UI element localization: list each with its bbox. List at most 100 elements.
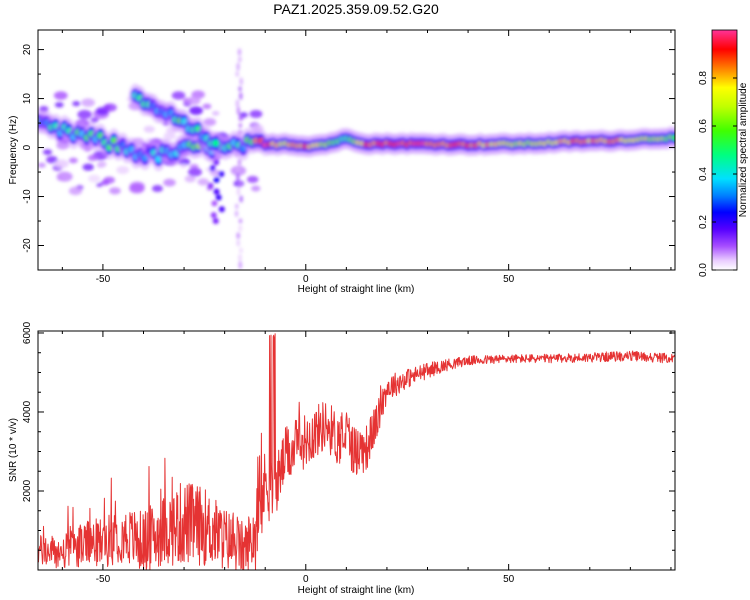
- spectrogram-speckle: [72, 101, 81, 107]
- spectrogram-tail: [207, 182, 214, 189]
- spectrogram-streak: [238, 260, 243, 270]
- x-tick-label: 50: [503, 574, 515, 585]
- spectrogram-speckle: [246, 175, 259, 184]
- spectrogram-speckle: [42, 149, 53, 156]
- y-tick-label: 10: [22, 93, 33, 105]
- spectrogram-speckle: [54, 159, 69, 169]
- spectrogram-streak: [236, 187, 241, 196]
- spectrogram-streak: [236, 106, 241, 116]
- spectrogram-streak: [238, 92, 243, 100]
- colorbar-tick-label: 0.4: [698, 167, 709, 181]
- y-tick-label: 2000: [22, 479, 33, 502]
- spectrogram-speckle: [189, 106, 203, 115]
- spectrogram-tail: [215, 194, 222, 201]
- spectrogram-frame: [37, 29, 676, 271]
- colorbar-ticks: 0.0 0.2 0.4 0.6 0.8: [698, 71, 737, 277]
- y-tick-label: -10: [22, 189, 33, 204]
- spectrogram-panel: -50 0 50 -20 -10 0 10 20 Height of straight lin…: [8, 29, 676, 295]
- snr-panel: -50 0 50 2000 4000 6000 Height of straight li…: [8, 321, 676, 596]
- spectrogram-streak: [234, 203, 239, 210]
- figure-title: PAZ1.2025.359.09.52.G20: [273, 1, 439, 17]
- spectrogram-speckle: [68, 186, 83, 196]
- spectrogram-speckle: [90, 117, 99, 123]
- spectrogram-speckle: [81, 98, 95, 107]
- colorbar-label: Normalized spectral amplitude: [738, 82, 749, 217]
- spectrogram-y-axis-label: Frequency (Hz): [8, 116, 19, 185]
- spectrogram-streak: [236, 232, 241, 240]
- spectrogram-tail: [209, 165, 216, 172]
- x-tick-label: -50: [96, 274, 111, 285]
- spectrogram-streak: [239, 247, 243, 254]
- spectrogram-speckle: [184, 175, 196, 183]
- snr-x-axis-label: Height of straight line (km): [298, 585, 415, 596]
- spectrogram-speckle: [163, 178, 176, 187]
- spectrogram-streak: [238, 56, 242, 63]
- snr-ticks: -50 0 50 2000 4000 6000: [22, 321, 675, 585]
- spectrogram-streak: [235, 99, 240, 108]
- colorbar-tick-label: 0.6: [698, 119, 709, 133]
- spectrogram-streak: [238, 86, 242, 92]
- spectrogram-tail: [213, 176, 220, 183]
- spectrogram-speckle: [100, 179, 110, 186]
- spectrogram-speckle: [103, 103, 117, 112]
- snr-y-axis-label: SNR (10 * v/v): [8, 418, 19, 482]
- spectrogram-speckle: [96, 164, 103, 168]
- spectrogram-speckle: [82, 163, 94, 171]
- spectrogram-speckle: [109, 187, 121, 195]
- spectrogram-streak: [236, 172, 240, 182]
- x-tick-label: 0: [303, 274, 309, 285]
- spectrogram-speckle: [187, 167, 203, 177]
- spectrogram-speckle: [163, 132, 176, 140]
- spectrogram-speckle: [197, 178, 210, 186]
- spectrogram-speckle: [202, 103, 212, 110]
- y-tick-label: 4000: [22, 400, 33, 423]
- spectrogram-speckle: [53, 91, 68, 100]
- spectrogram-speckle: [38, 162, 46, 168]
- spectrogram-streak: [239, 77, 244, 86]
- spectrogram-speckle: [211, 110, 220, 116]
- spectrogram-speckle: [251, 185, 261, 192]
- y-tick-label: 20: [22, 44, 33, 56]
- spectrogram-streak: [238, 254, 242, 262]
- spectrogram-streak: [237, 48, 242, 56]
- spectrogram-streak: [238, 218, 243, 224]
- spectrogram-tail: [210, 212, 217, 219]
- spectrogram-speckle: [54, 102, 64, 108]
- colorbar-tick-label: 0.2: [698, 215, 709, 229]
- spectrogram-streak: [239, 195, 243, 203]
- y-tick-label: -20: [22, 238, 33, 253]
- snr-series-line: [38, 333, 675, 570]
- spectrogram-streak: [236, 165, 240, 174]
- spectrogram-ticks: -50 0 50 -20 -10 0 10 20: [22, 30, 675, 285]
- spectrogram-branch-core: [212, 139, 220, 147]
- spectrogram-speckle: [96, 182, 103, 187]
- colorbar-gradient: [711, 29, 738, 271]
- spectrogram-tail: [218, 206, 225, 213]
- spectrogram-speckle: [68, 157, 78, 164]
- spectrogram-speckle: [116, 166, 130, 175]
- spectrogram-streak: [238, 224, 243, 232]
- spectrogram-heatmap: [38, 48, 675, 270]
- spectrogram-speckle: [46, 156, 58, 164]
- colorbar-tick-label: 0.0: [698, 263, 709, 277]
- spectrogram-x-axis-label: Height of straight line (km): [298, 284, 415, 295]
- spectrogram-speckle: [56, 171, 73, 182]
- spectrogram-speckle: [203, 118, 217, 127]
- spectrogram-tail: [212, 218, 219, 225]
- x-tick-label: -50: [96, 574, 111, 585]
- y-tick-label: 6000: [22, 321, 33, 344]
- spectrogram-speckle: [249, 109, 263, 118]
- spectrogram-speckle: [77, 109, 92, 120]
- spectrogram-speckle: [87, 154, 98, 162]
- x-tick-label: 50: [503, 274, 515, 285]
- spectrogram-streak: [238, 115, 243, 121]
- spectrogram-streak: [234, 210, 239, 217]
- spectrogram-speckle: [88, 174, 101, 183]
- spectrogram-speckle: [143, 125, 155, 133]
- y-tick-label: 0: [22, 144, 33, 150]
- spectrogram-speckle: [171, 91, 186, 100]
- spectrogram-tail: [218, 171, 225, 177]
- spectrogram-streak: [236, 62, 240, 72]
- colorbar-tick-label: 0.8: [698, 71, 709, 85]
